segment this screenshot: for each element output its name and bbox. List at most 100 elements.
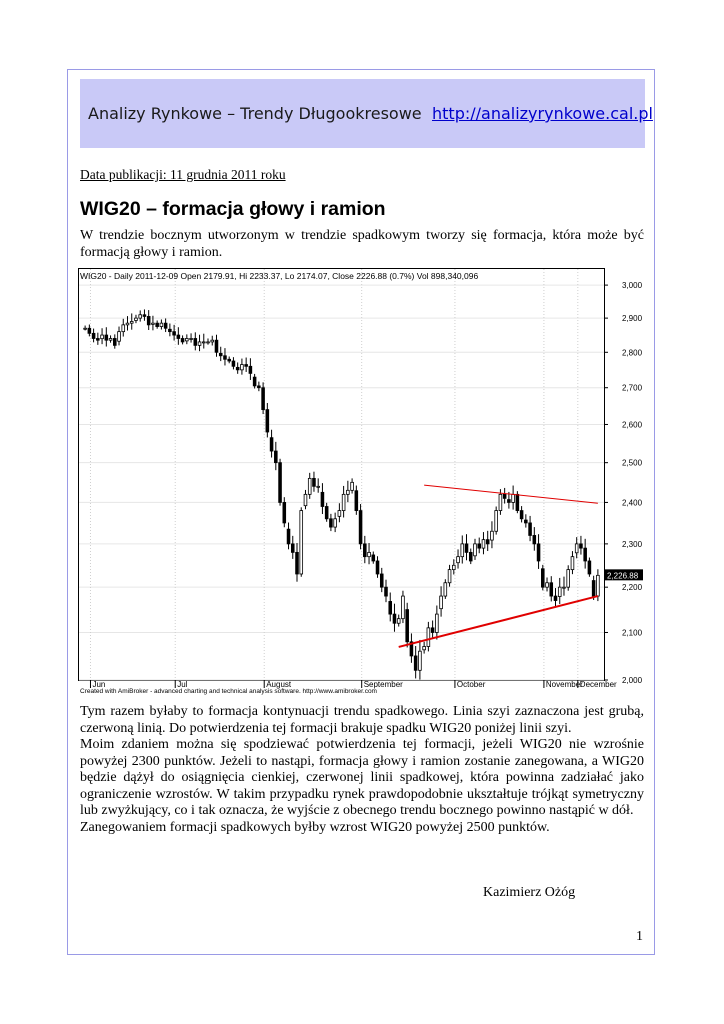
candle	[566, 565, 570, 591]
candle	[163, 318, 168, 333]
candle-body	[341, 493, 346, 511]
candle	[185, 334, 189, 345]
candle	[392, 603, 397, 632]
candle-body	[180, 338, 185, 343]
y-tick-label: 2,600	[622, 420, 643, 429]
y-tick-label: 2,000	[622, 676, 643, 685]
candle	[138, 310, 142, 322]
candle-body	[172, 331, 176, 336]
candle	[418, 639, 422, 680]
candle-body	[257, 385, 261, 389]
trendlines	[398, 484, 599, 648]
candle	[274, 441, 278, 471]
candle	[329, 513, 333, 532]
candle	[388, 592, 393, 622]
chart-gridlines	[79, 269, 604, 681]
candle-body	[197, 341, 202, 346]
candle-body	[579, 543, 583, 549]
candle-body	[511, 493, 515, 503]
candle	[545, 577, 549, 592]
candle	[430, 620, 435, 639]
candle	[223, 348, 227, 366]
x-tick-label: November	[546, 680, 583, 689]
candle-body	[498, 493, 503, 511]
candle-body	[481, 539, 486, 549]
candle	[282, 497, 287, 528]
candle-body	[553, 595, 558, 601]
candle-body	[354, 490, 359, 511]
candle-body	[282, 502, 287, 524]
candle	[333, 512, 337, 533]
candle-body	[168, 328, 172, 333]
candle-body	[87, 327, 92, 334]
candle	[303, 489, 308, 510]
candle-body	[91, 332, 96, 339]
candle-body	[549, 582, 554, 597]
candle-body	[108, 338, 113, 341]
candle-body	[363, 543, 367, 558]
candles	[83, 309, 600, 680]
candle-body	[541, 568, 545, 588]
candle	[405, 602, 409, 648]
candle	[265, 402, 270, 438]
last-price-label: 2,226.88	[605, 569, 643, 581]
candle	[197, 334, 202, 352]
x-tick-label: September	[364, 680, 403, 689]
candle	[401, 590, 405, 624]
candle-body	[303, 493, 308, 507]
candle-body	[96, 338, 100, 341]
candle	[218, 346, 223, 362]
publication-date: Data publikacji: 11 grudnia 2011 roku	[80, 167, 286, 182]
candle	[91, 328, 96, 343]
x-tick-label: Jul	[177, 680, 187, 689]
last-price-value: 2,226.88	[607, 571, 639, 580]
candle	[231, 357, 236, 370]
chart-footer: Created with AmiBroker - advanced charti…	[80, 688, 377, 695]
x-tick-label: December	[580, 680, 617, 689]
candle-body	[468, 551, 473, 562]
candle-body	[409, 641, 414, 657]
candle-body	[146, 316, 151, 326]
candle	[473, 538, 477, 560]
candle-body	[193, 338, 198, 346]
candle	[172, 324, 176, 341]
candle-body	[413, 655, 418, 671]
candle-body	[460, 543, 465, 558]
candle	[363, 535, 367, 564]
thin-trendline	[424, 484, 598, 504]
candle	[337, 503, 342, 523]
candle	[252, 373, 257, 389]
candle-body	[566, 569, 570, 588]
candle-body	[337, 510, 342, 517]
candle	[375, 556, 380, 578]
candle	[468, 548, 473, 565]
candle-body	[422, 646, 426, 651]
candle-body	[324, 506, 329, 520]
y-tick-label: 2,300	[622, 540, 643, 549]
intro-paragraph: W trendzie bocznym utworzonym w trendzie…	[80, 228, 644, 260]
candle-body	[583, 547, 587, 562]
candle-body	[358, 510, 363, 545]
candle	[447, 564, 452, 587]
y-tick-label: 3,000	[622, 281, 643, 290]
candle-body	[430, 627, 435, 633]
candle-body	[350, 481, 354, 491]
candle	[295, 543, 299, 582]
candle-body	[447, 569, 452, 584]
site-url-link[interactable]: http://analizyrynkowe.cal.pl	[432, 104, 653, 123]
candle	[519, 506, 524, 523]
y-tick-label: 2,100	[622, 628, 643, 637]
candle	[261, 382, 265, 415]
candle-body	[295, 551, 299, 575]
candle-body	[83, 327, 87, 330]
candle	[587, 557, 592, 577]
candle	[579, 535, 583, 555]
candle-body	[591, 580, 596, 597]
candle	[248, 358, 253, 380]
y-tick-label: 2,900	[622, 314, 643, 323]
candle-body	[240, 364, 244, 371]
candle-body	[231, 360, 236, 367]
candle	[583, 538, 587, 569]
candle	[435, 605, 439, 640]
body-paragraph-3: Zanegowaniem formacji spadkowych byłby w…	[80, 819, 550, 835]
